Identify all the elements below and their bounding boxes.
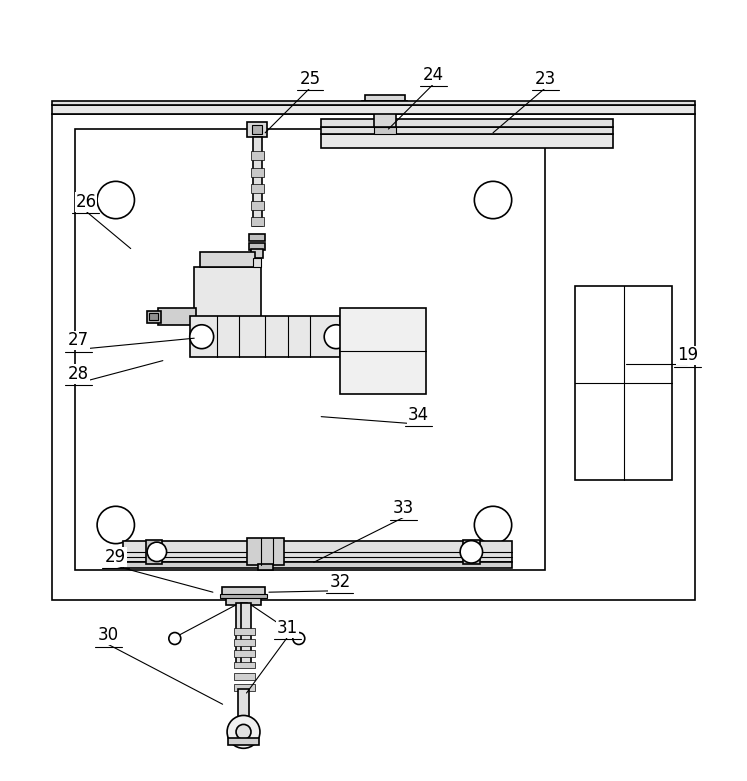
Bar xyxy=(247,538,284,565)
Bar xyxy=(75,129,545,570)
Bar xyxy=(251,248,263,258)
Bar xyxy=(52,114,695,600)
Bar xyxy=(190,316,340,357)
Circle shape xyxy=(227,715,260,748)
Bar xyxy=(241,604,251,667)
Bar xyxy=(123,562,512,568)
Bar xyxy=(249,243,265,250)
Bar xyxy=(146,540,162,564)
Bar xyxy=(253,137,262,226)
Bar xyxy=(251,152,264,160)
Bar xyxy=(222,587,265,596)
Circle shape xyxy=(293,633,305,644)
Circle shape xyxy=(147,542,167,562)
Bar xyxy=(252,125,262,134)
Text: 30: 30 xyxy=(98,626,119,644)
Circle shape xyxy=(190,325,214,348)
Text: 25: 25 xyxy=(300,70,320,88)
Bar xyxy=(251,168,264,177)
Bar xyxy=(149,313,158,320)
Bar xyxy=(234,662,255,669)
Text: 27: 27 xyxy=(68,331,89,349)
Circle shape xyxy=(236,725,251,740)
Bar xyxy=(362,102,407,110)
Bar xyxy=(228,738,259,745)
Text: 33: 33 xyxy=(393,500,414,518)
Text: 34: 34 xyxy=(408,406,429,424)
Bar xyxy=(321,119,613,127)
Bar xyxy=(234,673,255,679)
Bar xyxy=(220,594,267,598)
Bar xyxy=(253,258,261,267)
Bar xyxy=(238,690,249,723)
Text: 23: 23 xyxy=(535,70,556,88)
Bar xyxy=(258,564,273,570)
Circle shape xyxy=(324,325,348,348)
Bar xyxy=(234,628,255,635)
Bar xyxy=(249,234,265,241)
Bar xyxy=(226,595,261,605)
Bar xyxy=(251,217,264,226)
Text: 29: 29 xyxy=(105,548,126,566)
Bar xyxy=(236,604,247,667)
Circle shape xyxy=(169,633,181,644)
Bar xyxy=(340,308,426,394)
Bar xyxy=(374,127,396,134)
Bar xyxy=(321,127,613,134)
Bar xyxy=(365,95,405,102)
Bar xyxy=(52,105,695,114)
Bar xyxy=(575,286,672,480)
Bar xyxy=(463,540,480,564)
Bar xyxy=(194,267,261,338)
Bar xyxy=(52,101,695,105)
Bar xyxy=(158,308,196,325)
Bar xyxy=(234,684,255,690)
Bar xyxy=(147,311,161,323)
Bar xyxy=(374,110,396,127)
Bar xyxy=(200,252,255,267)
Text: 24: 24 xyxy=(423,66,444,84)
Text: 28: 28 xyxy=(68,365,89,383)
Bar xyxy=(247,122,267,137)
Text: 31: 31 xyxy=(277,619,298,637)
Bar xyxy=(234,651,255,657)
Bar xyxy=(251,184,264,193)
Bar xyxy=(251,201,264,210)
Bar xyxy=(321,134,613,148)
Text: 26: 26 xyxy=(75,193,96,211)
Text: 32: 32 xyxy=(329,572,350,590)
Circle shape xyxy=(460,540,483,563)
Bar xyxy=(234,640,255,646)
Bar xyxy=(123,541,512,562)
Text: 19: 19 xyxy=(677,346,698,365)
